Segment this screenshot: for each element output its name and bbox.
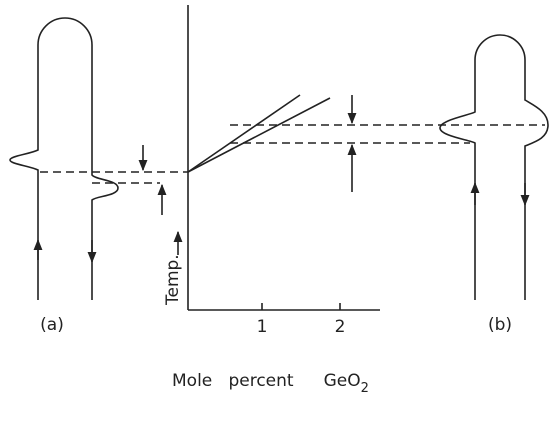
liquidus (187, 94, 301, 173)
solidus (187, 97, 331, 173)
y-label: Temp. (163, 254, 183, 306)
label-a: (a) (40, 315, 64, 335)
tick-label: 1 (257, 317, 268, 337)
tick-label: 2 (335, 317, 346, 337)
rod-a (9, 17, 119, 300)
x-label: Mole percent GeO2 (172, 371, 369, 396)
label-b: (b) (488, 315, 512, 335)
rod-b (439, 34, 549, 300)
